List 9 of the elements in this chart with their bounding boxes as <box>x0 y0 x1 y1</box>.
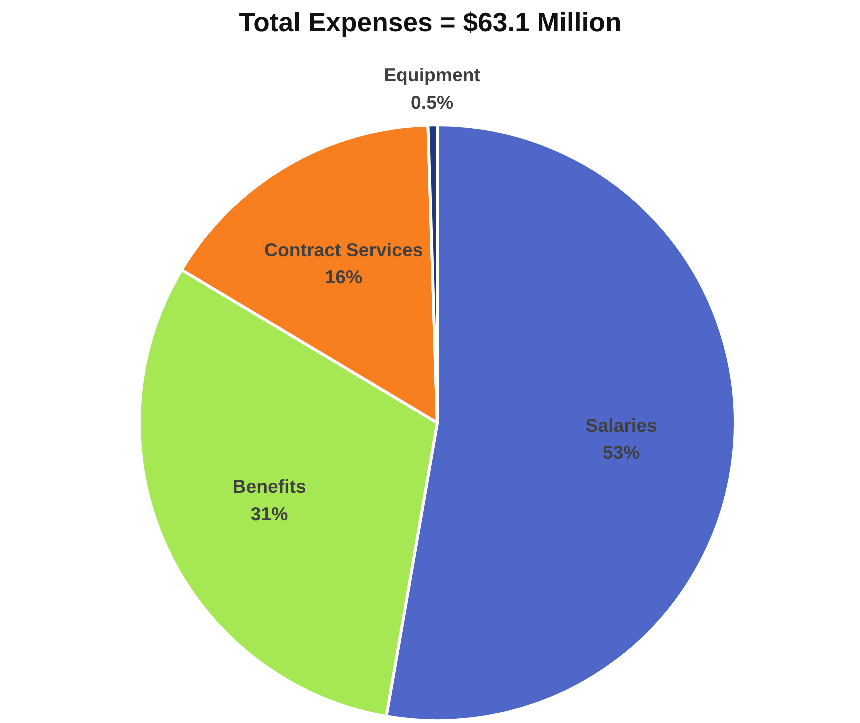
data-label: 0.5% <box>411 92 454 113</box>
data-label: 31% <box>250 503 289 524</box>
chart-title: Total Expenses = $63.1 Million <box>239 8 622 38</box>
data-label: 16% <box>325 266 363 288</box>
slice-label: Salaries <box>586 414 658 436</box>
slice-label: Contract Services <box>264 239 424 260</box>
slice-label: Equipment <box>384 64 480 86</box>
data-label: 53% <box>602 442 641 464</box>
slice-label: Benefits <box>232 476 306 498</box>
